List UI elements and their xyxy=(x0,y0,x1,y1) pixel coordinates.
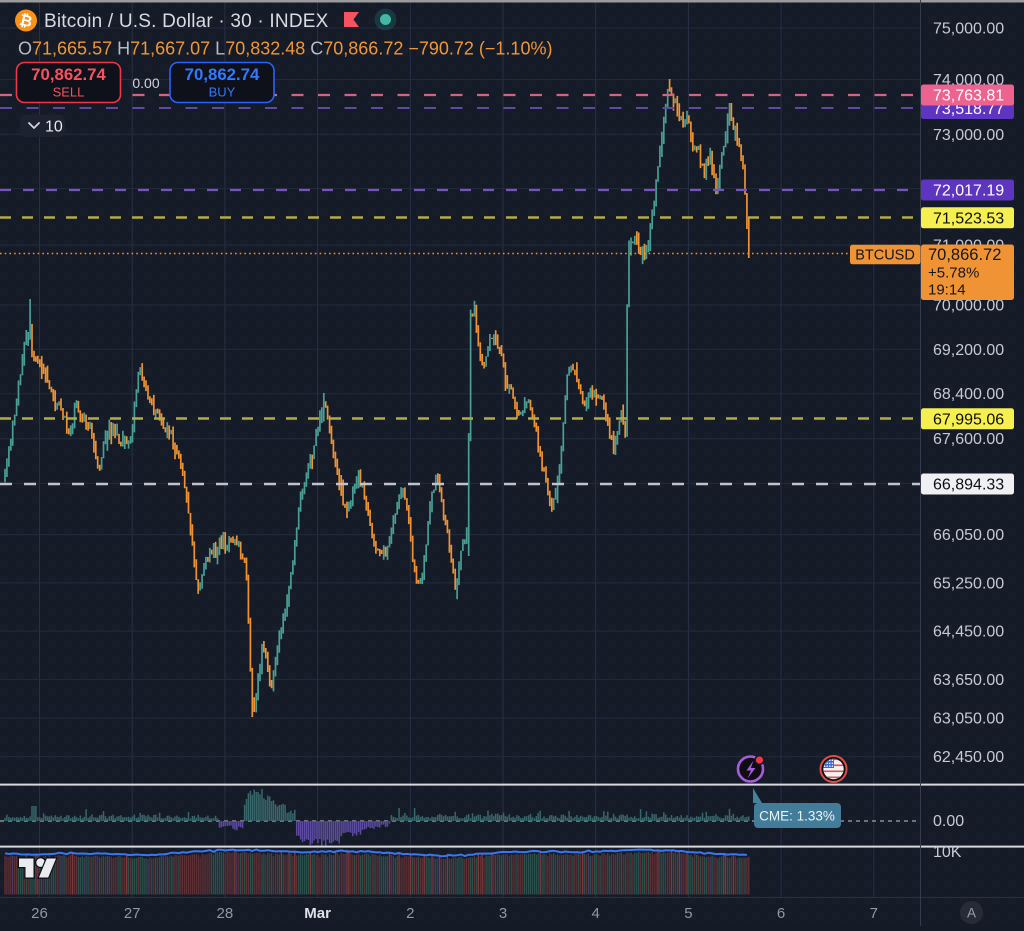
svg-text:27: 27 xyxy=(124,905,141,922)
svg-text:6: 6 xyxy=(777,905,785,922)
svg-text:BTCUSD: BTCUSD xyxy=(855,248,915,264)
svg-text:73,763.81: 73,763.81 xyxy=(933,88,1004,105)
svg-text:75,000.00: 75,000.00 xyxy=(933,21,1004,38)
svg-text:O71,665.57 H71,667.07 L70,832.: O71,665.57 H71,667.07 L70,832.48 C70,866… xyxy=(18,39,552,59)
svg-text:71,523.53: 71,523.53 xyxy=(933,210,1004,227)
svg-text:70,862.74: 70,862.74 xyxy=(185,65,260,84)
svg-text:28: 28 xyxy=(217,905,234,922)
svg-text:+5.78%: +5.78% xyxy=(928,265,979,282)
svg-text:A: A xyxy=(967,906,976,921)
svg-text:64,450.00: 64,450.00 xyxy=(933,624,1004,641)
svg-text:5: 5 xyxy=(684,905,692,922)
svg-text:66,050.00: 66,050.00 xyxy=(933,527,1004,544)
svg-text:₿: ₿ xyxy=(18,12,34,31)
svg-text:BUY: BUY xyxy=(209,85,236,100)
svg-text:SELL: SELL xyxy=(53,85,85,100)
svg-text:67,995.06: 67,995.06 xyxy=(933,411,1004,428)
svg-text:63,650.00: 63,650.00 xyxy=(933,672,1004,689)
svg-text:65,250.00: 65,250.00 xyxy=(933,575,1004,592)
svg-text:19:14: 19:14 xyxy=(928,282,966,299)
svg-text:26: 26 xyxy=(31,905,48,922)
svg-text:66,894.33: 66,894.33 xyxy=(933,477,1004,494)
svg-text:Bitcoin / U.S. Dollar · 30 · I: Bitcoin / U.S. Dollar · 30 · INDEX xyxy=(44,11,329,32)
svg-text:70,866.72: 70,866.72 xyxy=(928,246,1001,264)
svg-text:CME: 1.33%: CME: 1.33% xyxy=(759,809,835,824)
svg-text:72,017.19: 72,017.19 xyxy=(933,183,1004,200)
svg-text:67,600.00: 67,600.00 xyxy=(933,431,1004,448)
svg-text:63,050.00: 63,050.00 xyxy=(933,711,1004,728)
svg-text:0.00: 0.00 xyxy=(132,75,159,91)
svg-text:Mar: Mar xyxy=(304,905,331,922)
svg-text:73,000.00: 73,000.00 xyxy=(933,127,1004,144)
svg-text:3: 3 xyxy=(499,905,507,922)
svg-text:7: 7 xyxy=(870,905,878,922)
svg-text:70,862.74: 70,862.74 xyxy=(31,65,106,84)
svg-text:0.00: 0.00 xyxy=(933,813,964,830)
svg-text:2: 2 xyxy=(406,905,414,922)
svg-text:4: 4 xyxy=(592,905,600,922)
svg-text:69,200.00: 69,200.00 xyxy=(933,342,1004,359)
svg-text:70,000.00: 70,000.00 xyxy=(933,298,1004,315)
svg-text:10K: 10K xyxy=(933,844,962,861)
svg-text:68,400.00: 68,400.00 xyxy=(933,386,1004,403)
svg-text:10: 10 xyxy=(45,119,63,136)
svg-text:62,450.00: 62,450.00 xyxy=(933,749,1004,766)
